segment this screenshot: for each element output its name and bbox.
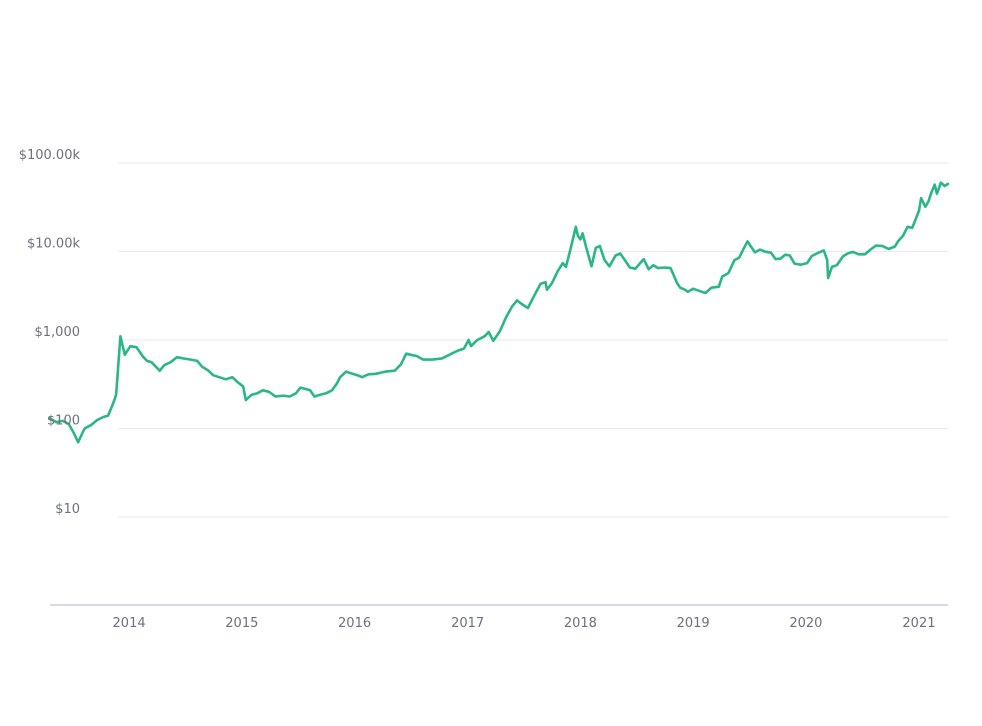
series-layer (48, 181, 950, 444)
y-tick-label: $100 (47, 414, 80, 429)
y-axis-tick-labels: $100.00k $10.00k $1,000 $100 $10 (19, 148, 81, 517)
x-tick-label: 2021 (902, 616, 935, 631)
x-tick-label: 2020 (789, 616, 822, 631)
x-tick-label: 2019 (677, 616, 710, 631)
y-tick-label: $100.00k (19, 148, 81, 163)
x-tick-label: 2015 (225, 616, 258, 631)
x-tick-label: 2016 (338, 616, 371, 631)
x-tick-label: 2018 (564, 616, 597, 631)
grid-lines (118, 162, 948, 518)
y-tick-label: $10 (55, 502, 80, 517)
x-axis-tick-labels: 2014 2015 2016 2017 2018 2019 2020 2021 (113, 616, 936, 631)
price-series-line (48, 181, 950, 444)
y-tick-label: $10.00k (27, 237, 80, 252)
x-tick-label: 2014 (113, 616, 146, 631)
y-tick-label: $1,000 (35, 325, 81, 340)
x-tick-label: 2017 (451, 616, 484, 631)
